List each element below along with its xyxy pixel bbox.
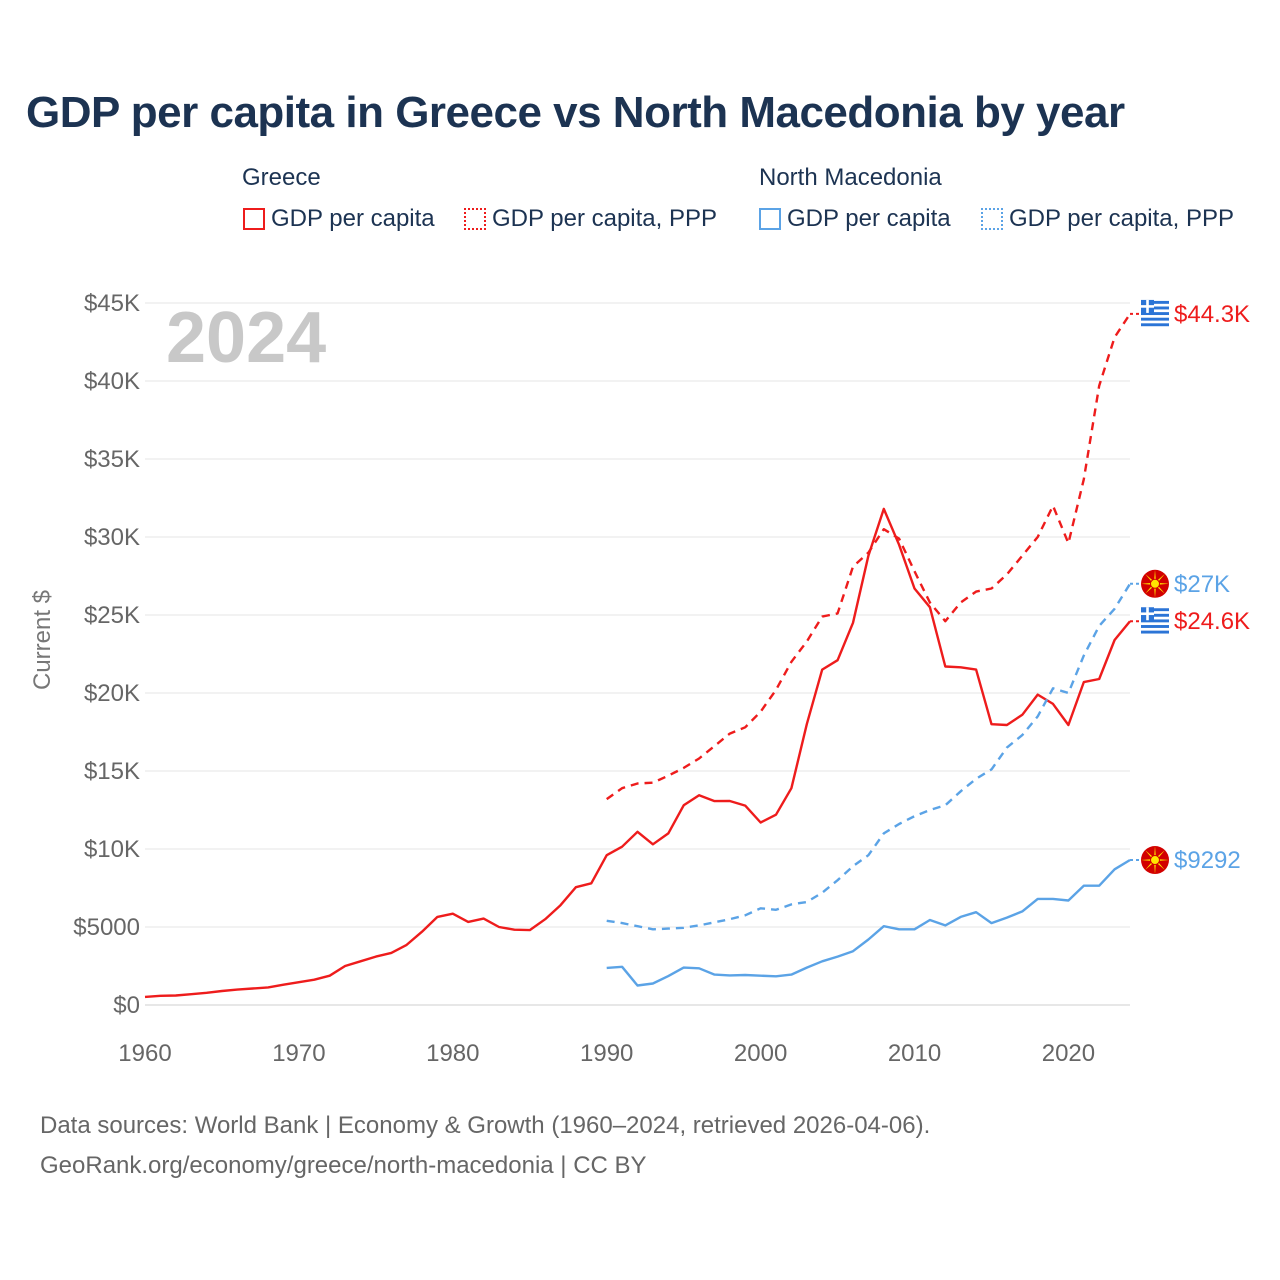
legend-greece-gdp-ppp[interactable]: GDP per capita, PPP [464,204,717,234]
x-tick-label: 1960 [118,1040,171,1067]
legend-swatch-nmk-gdp-ppp [981,208,1003,230]
y-tick-label: $40K [84,368,140,395]
source-line-2[interactable]: GeoRank.org/economy/greece/north-macedon… [40,1152,647,1179]
series-line-greece-gdp-per-capita[interactable] [144,507,1131,999]
legend-label-nmk-gdp: GDP per capita [787,205,951,232]
y-tick-label: $25K [84,602,140,629]
x-tick-label: 2000 [734,1040,787,1067]
legend-group-north-macedonia: North Macedonia [759,164,942,191]
y-tick-label: $35K [84,446,140,473]
source-notes: Data sources: World Bank | Economy & Gro… [40,1106,930,1186]
north-macedonia-flag-icon [1141,569,1169,598]
end-value-label: $27K [1174,571,1230,598]
y-tick-label: $30K [84,524,140,551]
end-value-label: $9292 [1174,847,1241,874]
end-value-label: $44.3K [1174,301,1250,328]
y-axis-label: Current $ [29,590,56,690]
y-tick-label: $20K [84,680,140,707]
x-tick-label: 2020 [1042,1040,1095,1067]
legend-label-nmk-gdp-ppp: GDP per capita, PPP [1009,205,1234,232]
x-tick-label: 1990 [580,1040,633,1067]
greece-flag-icon [1141,299,1169,328]
source-line-1: Data sources: World Bank | Economy & Gro… [40,1112,931,1139]
y-tick-label: $10K [84,836,140,863]
legend-label-greece-gdp-ppp: GDP per capita, PPP [492,205,717,232]
legend-greece-gdp[interactable]: GDP per capita [243,204,435,234]
series-line-greece-gdp-per-capita-ppp[interactable] [606,313,1132,801]
legend-group-greece: Greece [242,164,321,191]
x-tick-label: 1980 [426,1040,479,1067]
legend-swatch-nmk-gdp [759,208,781,230]
legend-label-greece-gdp: GDP per capita [271,205,435,232]
x-tick-label: 1970 [272,1040,325,1067]
north-macedonia-flag-icon [1141,846,1169,875]
series-line-north-macedonia-gdp-per-capita[interactable] [606,858,1131,987]
y-tick-label: $45K [84,290,140,317]
y-tick-label: $0 [113,992,140,1019]
legend-swatch-greece-gdp [243,208,265,230]
chart-title: GDP per capita in Greece vs North Macedo… [26,88,1125,137]
x-tick-label: 2010 [888,1040,941,1067]
series-line-north-macedonia-gdp-per-capita-ppp[interactable] [606,583,1132,931]
y-tick-label: $5000 [73,914,140,941]
end-value-label: $24.6K [1174,608,1250,635]
legend-nmk-gdp-ppp[interactable]: GDP per capita, PPP [981,204,1234,234]
y-tick-label: $15K [84,758,140,785]
legend-nmk-gdp[interactable]: GDP per capita [759,204,951,234]
year-watermark: 2024 [166,298,326,378]
legend-swatch-greece-gdp-ppp [464,208,486,230]
greece-flag-icon [1141,607,1169,636]
